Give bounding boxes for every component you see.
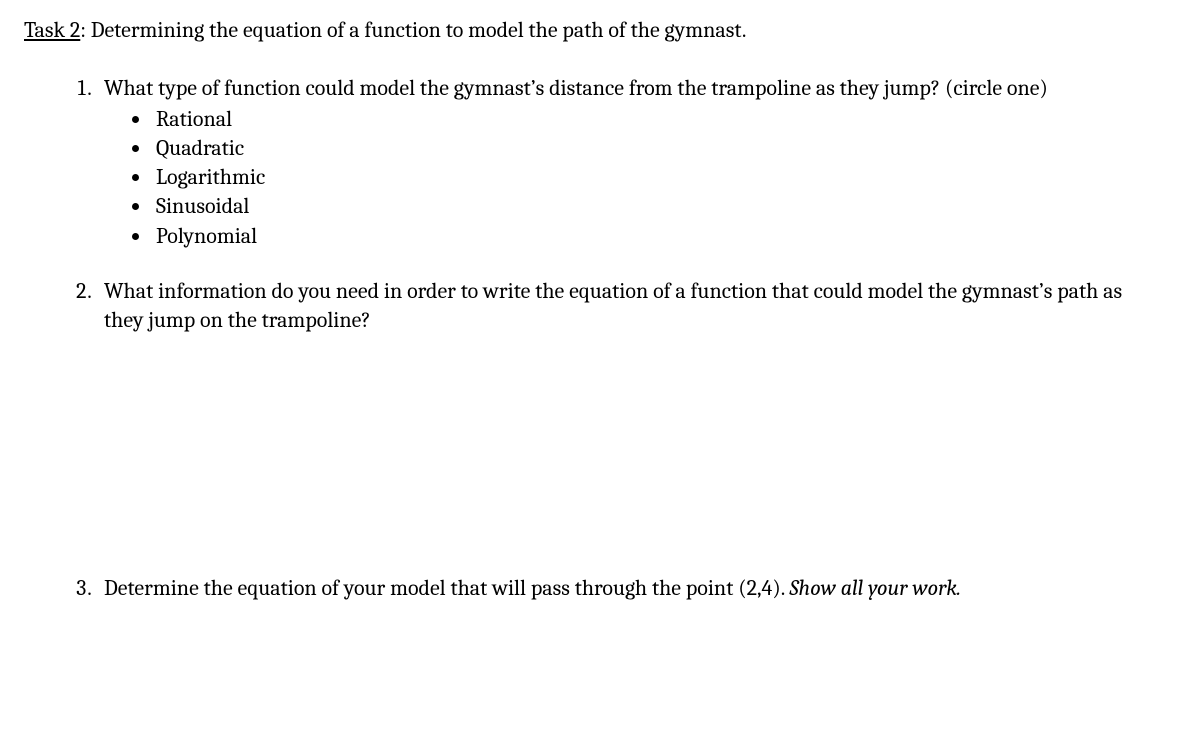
option-logarithmic[interactable]: Logarithmic [152, 163, 1154, 192]
option-rational[interactable]: Rational [152, 105, 1154, 134]
question-1: What type of function could model the gy… [96, 74, 1154, 251]
question-1-prompt: What type of function could model the gy… [104, 75, 1048, 101]
question-3: Determine the equation of your model tha… [96, 574, 1154, 604]
task-label: Task 2 [24, 17, 80, 43]
option-quadratic[interactable]: Quadratic [152, 134, 1154, 163]
question-2-prompt: What information do you need in order to… [104, 278, 1122, 334]
question-3-instruction: Show all your work. [789, 575, 961, 601]
question-list: What type of function could model the gy… [24, 74, 1154, 604]
worksheet-page: Task 2: Determining the equation of a fu… [0, 0, 1178, 604]
question-2: What information do you need in order to… [96, 277, 1154, 336]
question-1-options: Rational Quadratic Logarithmic Sinusoida… [104, 105, 1154, 250]
option-polynomial[interactable]: Polynomial [152, 222, 1154, 251]
task-heading: Task 2: Determining the equation of a fu… [24, 16, 1154, 46]
question-3-prompt: Determine the equation of your model tha… [104, 575, 789, 601]
option-sinusoidal[interactable]: Sinusoidal [152, 192, 1154, 221]
task-title-text: : Determining the equation of a function… [80, 17, 746, 43]
